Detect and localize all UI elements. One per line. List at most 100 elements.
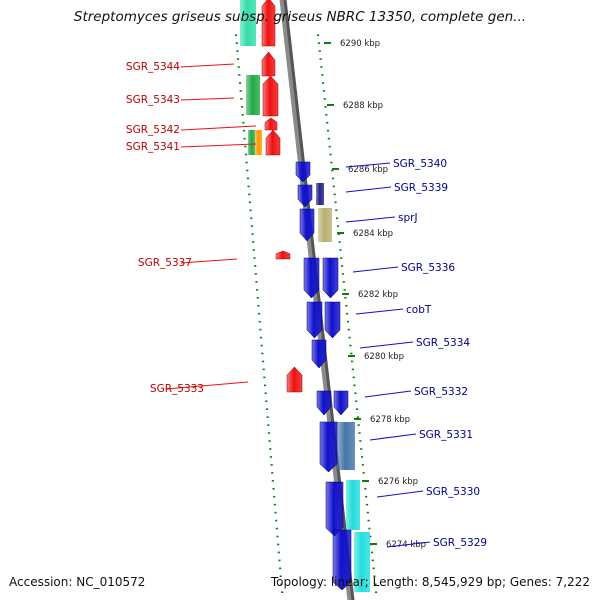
left-track-dot	[248, 201, 251, 204]
right-track-dot	[350, 360, 354, 363]
left-track-dot	[250, 225, 253, 227]
reverse-gene-arrow[interactable]	[319, 421, 338, 473]
left-track-dot	[277, 551, 280, 554]
left-track-dot	[278, 559, 281, 562]
feature-box	[354, 532, 370, 592]
forward-gene-label[interactable]: SGR_5337	[138, 257, 192, 269]
reverse-gene-arrow[interactable]	[332, 529, 352, 591]
reverse-gene-label[interactable]: SGR_5331	[419, 429, 473, 441]
reverse-gene-arrow[interactable]	[311, 339, 327, 369]
right-track-dot	[375, 591, 378, 593]
left-track-dot	[275, 519, 278, 522]
reverse-gene-arrow[interactable]	[299, 208, 315, 242]
right-track-dot	[329, 153, 332, 156]
right-track-dot	[350, 352, 353, 355]
left-track-dot	[267, 432, 271, 434]
forward-gene-label[interactable]: SGR_5341	[126, 141, 180, 153]
ruler-label: 6290 kbp	[340, 39, 380, 49]
forward-gene-arrow[interactable]	[264, 117, 278, 131]
right-track-dot	[318, 50, 321, 52]
reverse-gene-label[interactable]: SGR_5329	[433, 537, 487, 549]
right-track-dot	[321, 74, 324, 76]
feature-box	[346, 480, 360, 530]
reverse-gene-arrow[interactable]	[322, 257, 339, 299]
forward-gene-arrow[interactable]	[286, 366, 303, 393]
reverse-gene-label[interactable]: SGR_5340	[393, 158, 447, 170]
forward-gene-label[interactable]: SGR_5344	[126, 61, 180, 73]
reverse-gene-arrow[interactable]	[306, 301, 323, 339]
forward-label-leader	[180, 143, 257, 148]
left-track-dot	[256, 289, 259, 291]
forward-gene-arrow[interactable]	[275, 250, 291, 260]
right-track-dot	[362, 472, 365, 474]
right-track-dot	[351, 368, 354, 371]
left-track-dot	[270, 464, 273, 466]
left-track-dot	[263, 384, 267, 387]
right-track-dot	[332, 185, 335, 188]
left-track-dot	[266, 416, 269, 418]
left-track-dot	[244, 153, 248, 156]
left-track-dot	[280, 583, 283, 586]
left-track-dot	[239, 90, 242, 92]
reverse-gene-arrow[interactable]	[324, 301, 341, 339]
right-track-dot	[367, 519, 370, 522]
reverse-gene-label[interactable]: sprJ	[398, 212, 418, 224]
left-track-dot	[276, 535, 279, 538]
right-track-dot	[317, 34, 320, 36]
forward-gene-label[interactable]: SGR_5343	[126, 94, 180, 106]
right-track-dot	[342, 281, 345, 283]
right-track-dot	[331, 169, 334, 172]
reverse-gene-arrow[interactable]	[297, 184, 313, 208]
forward-gene-arrow[interactable]	[261, 51, 276, 77]
left-track-dot	[238, 82, 242, 84]
right-track-dot	[371, 559, 374, 562]
forward-gene-label[interactable]: SGR_5333	[150, 383, 204, 395]
right-track-dot	[320, 66, 323, 68]
left-track-dot	[256, 296, 259, 299]
feature-box	[318, 208, 332, 242]
left-track-dot	[253, 257, 256, 259]
reverse-gene-arrow[interactable]	[325, 481, 344, 537]
left-track-dot	[262, 368, 265, 371]
reverse-gene-label[interactable]: SGR_5332	[414, 386, 468, 398]
reverse-gene-arrow[interactable]	[303, 257, 320, 299]
reverse-gene-label[interactable]: SGR_5334	[416, 337, 470, 349]
reverse-label-leader	[376, 490, 424, 498]
forward-gene-arrow[interactable]	[265, 129, 281, 156]
reverse-gene-arrow[interactable]	[316, 390, 332, 416]
right-track-dot	[324, 106, 327, 108]
genome-summary: Topology: linear; Length: 8,545,929 bp; …	[270, 575, 590, 589]
right-track-dot	[360, 448, 363, 450]
right-track-dot	[327, 137, 330, 140]
reverse-gene-label[interactable]: SGR_5339	[394, 182, 448, 194]
right-track-dot	[372, 567, 375, 570]
left-track-dot	[248, 193, 251, 196]
right-track-dot	[331, 177, 335, 180]
forward-label-leader	[180, 63, 235, 68]
right-track-dot	[341, 265, 344, 267]
left-track-dot	[257, 304, 260, 307]
reverse-gene-label[interactable]: cobT	[406, 304, 432, 316]
right-track-dot	[336, 217, 339, 220]
forward-gene-arrow[interactable]	[262, 75, 279, 117]
reverse-gene-arrow[interactable]	[333, 390, 349, 416]
forward-label-leader	[180, 258, 238, 264]
right-track-dot	[360, 456, 364, 458]
forward-gene-label[interactable]: SGR_5342	[126, 124, 180, 136]
forward-gene-arrow[interactable]	[261, 0, 276, 47]
right-track-dot	[347, 328, 350, 331]
reverse-gene-label[interactable]: SGR_5336	[401, 262, 455, 274]
right-track-dot	[361, 464, 364, 466]
left-track-dot	[252, 249, 255, 251]
right-track-dot	[339, 249, 342, 251]
reverse-gene-arrow[interactable]	[295, 161, 311, 183]
reverse-gene-label[interactable]: SGR_5330	[426, 486, 480, 498]
left-track-dot	[250, 217, 253, 220]
left-track-dot	[236, 50, 239, 52]
right-track-dot	[368, 527, 371, 530]
reverse-label-leader	[352, 266, 399, 273]
reverse-label-leader	[359, 341, 414, 349]
reverse-label-leader	[386, 541, 431, 548]
left-track-dot	[235, 34, 238, 36]
left-track-dot	[245, 161, 248, 164]
